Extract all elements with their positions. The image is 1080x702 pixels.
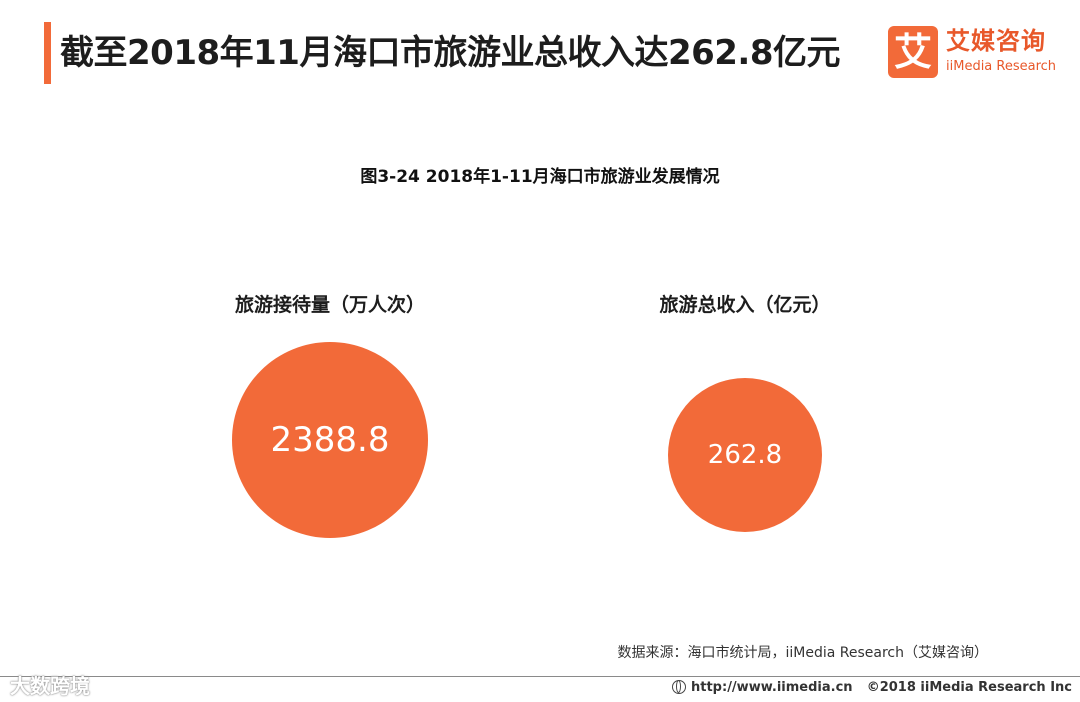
- logo-name-en: iiMedia Research: [946, 59, 1057, 74]
- brand-logo: 艾 艾媒咨询 iiMedia Research: [888, 26, 1068, 82]
- logo-name-cn: 艾媒咨询: [946, 27, 1046, 55]
- page-title: 截至2018年11月海口市旅游业总收入达262.8亿元: [60, 33, 841, 73]
- bubble-visitors: [232, 342, 428, 538]
- logo-mark-icon: 艾: [888, 26, 938, 78]
- footer-copyright: ©2018 iiMedia Research Inc: [866, 680, 1072, 695]
- title-accent-bar: [44, 22, 51, 84]
- bubble-value-revenue: 262.8: [708, 440, 782, 470]
- footer-divider: [0, 676, 1080, 677]
- footer-url[interactable]: http://www.iimedia.cn: [672, 680, 853, 695]
- footer-url-text[interactable]: http://www.iimedia.cn: [691, 680, 853, 695]
- watermark-text: 大数跨境: [10, 674, 90, 698]
- chart-title: 图3-24 2018年1-11月海口市旅游业发展情况: [360, 167, 720, 187]
- bubble-label-revenue: 旅游总收入（亿元）: [659, 294, 831, 316]
- data-source-note: 数据来源：海口市统计局，iiMedia Research（艾媒咨询）: [617, 645, 989, 661]
- bubble-label-visitors: 旅游接待量（万人次）: [234, 294, 426, 316]
- bubble-revenue: [668, 378, 822, 532]
- globe-icon: [672, 680, 686, 694]
- bubble-value-visitors: 2388.8: [271, 420, 390, 460]
